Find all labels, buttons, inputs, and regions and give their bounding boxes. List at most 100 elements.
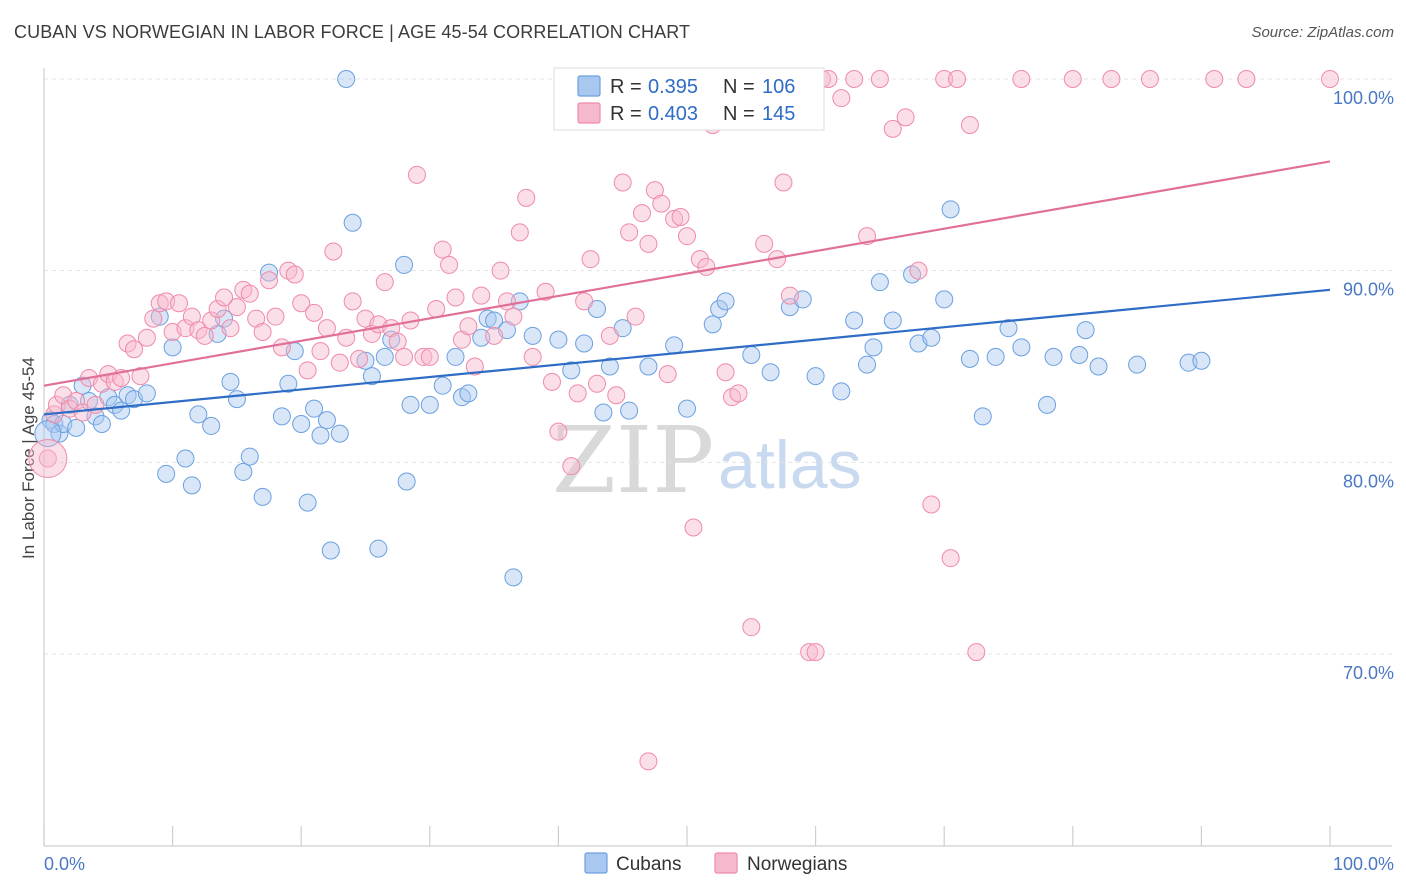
scatter-point-norwegians (658, 365, 677, 384)
scatter-point-norwegians (607, 386, 626, 405)
scatter-point-cubans (176, 449, 195, 468)
scatter-point-norwegians (832, 89, 851, 108)
scatter-point-norwegians (665, 209, 684, 228)
scatter-point-norwegians (395, 347, 414, 366)
scatter-point-cubans (234, 462, 253, 481)
scatter-point-cubans (279, 374, 298, 393)
scatter-point-cubans (1044, 347, 1063, 366)
legend-box: R = 0.395 N = 106 R = 0.403 N = 145 (553, 67, 825, 131)
scatter-point-norwegians (1237, 70, 1256, 88)
scatter-point-norwegians (960, 116, 979, 134)
chart-title: CUBAN VS NORWEGIAN IN LABOR FORCE | AGE … (14, 22, 691, 42)
scatter-point-norwegians (755, 234, 774, 253)
scatter-point-cubans (459, 384, 478, 403)
scatter-point-cubans (446, 347, 465, 366)
scatter-point-cubans (549, 330, 568, 349)
scatter-point-norwegians (632, 204, 651, 223)
scatter-point-cubans (330, 424, 349, 443)
scatter-point-cubans (260, 263, 279, 282)
scatter-point-norwegians (215, 288, 234, 307)
scatter-point-norwegians (575, 292, 594, 311)
scatter-point-norwegians (742, 618, 761, 637)
scatter-point-norwegians (967, 643, 986, 662)
scatter-point-norwegians (253, 323, 272, 341)
scatter-point-norwegians (581, 250, 600, 269)
scatter-point-cubans (397, 472, 416, 491)
scatter-point-cubans (935, 290, 954, 309)
scatter-point-cubans (922, 328, 941, 347)
scatter-point-norwegians (678, 227, 696, 246)
scatter-point-norwegians (350, 349, 369, 368)
scatter-point-cubans (395, 255, 414, 274)
legend-swatch-norwegians (577, 102, 601, 124)
scatter-point-norwegians (1205, 70, 1224, 88)
scatter-point-norwegians (639, 234, 658, 253)
scatter-point-norwegians (562, 457, 581, 476)
scatter-point-norwegians (1063, 70, 1082, 88)
scatter-point-norwegians (459, 317, 478, 336)
scatter-point-norwegians (870, 70, 889, 88)
scatter-point-cubans (420, 395, 439, 414)
scatter-point-cubans (883, 311, 902, 330)
scatter-point-cubans (620, 401, 639, 420)
scatter-point-cubans (761, 363, 780, 382)
trend-lines (43, 160, 1331, 416)
scatter-point-cubans (594, 403, 613, 422)
legend-r-value-cubans: 0.395 (648, 76, 698, 98)
scatter-point-norwegians (465, 357, 484, 376)
bottom-legend: Cubans Norwegians (584, 852, 847, 875)
scatter-point-cubans (157, 464, 176, 483)
scatter-point-norwegians (285, 265, 304, 284)
scatter-point-cubans (504, 568, 523, 587)
scatter-point-cubans (665, 336, 684, 355)
scatter-point-norwegians (935, 70, 954, 88)
scatter-point-norwegians (144, 309, 163, 328)
scatter-point-norwegians (504, 307, 523, 326)
scatter-point-cubans (292, 415, 311, 433)
scatter-point-norwegians (324, 242, 343, 261)
scatter-point-cubans (45, 415, 64, 433)
scatter-point-norwegians (67, 392, 86, 410)
legend-swatch-cubans (577, 75, 601, 97)
scatter-point-cubans (67, 418, 86, 437)
scatter-point-cubans (986, 347, 1005, 366)
scatter-point-norwegians (800, 643, 819, 662)
scatter-point-cubans (562, 361, 581, 380)
scatter-point-norwegians (1140, 70, 1159, 88)
scatter-point-cubans (973, 407, 992, 426)
legend-n-label-norwegians: N = (723, 103, 755, 125)
scatter-point-norwegians (671, 208, 690, 226)
scatter-point-norwegians (497, 292, 516, 311)
scatter-point-norwegians (549, 422, 568, 441)
scatter-point-cubans (321, 541, 340, 560)
scatter-point-norwegians (208, 300, 227, 318)
scatter-point-cubans (240, 447, 259, 466)
scatter-point-norwegians (587, 374, 606, 393)
scatter-point-cubans (202, 416, 221, 435)
scatter-point-norwegians (227, 298, 246, 317)
scatter-point-norwegians (305, 303, 324, 322)
legend-n-value-cubans: 106 (762, 76, 795, 98)
legend-r-label-norwegians: R = (610, 103, 642, 125)
scatter-point-cubans (864, 338, 883, 357)
scatter-point-norwegians (38, 449, 57, 468)
scatter-point-norwegians (202, 311, 221, 330)
scatter-point-norwegians (690, 250, 709, 269)
scatter-point-norwegians (948, 70, 967, 88)
bottom-legend-swatch-cubans (584, 852, 608, 874)
scatter-point-cubans (1128, 355, 1147, 374)
scatter-point-norwegians (780, 286, 799, 305)
scatter-point-cubans (375, 347, 394, 366)
scatter-point-norwegians (684, 518, 703, 537)
scatter-point-norwegians (221, 319, 240, 338)
scatter-point-cubans (678, 399, 696, 418)
y-tick-label: 80.0% (1343, 471, 1394, 491)
scatter-point-cubans (716, 292, 735, 311)
scatter-point-norwegians (896, 108, 915, 127)
scatter-point-norwegians (729, 384, 748, 403)
scatter-point-norwegians (317, 319, 336, 338)
scatter-point-norwegians (272, 338, 291, 357)
scatter-point-cubans (305, 399, 324, 418)
bottom-legend-swatch-norwegians (714, 852, 738, 874)
